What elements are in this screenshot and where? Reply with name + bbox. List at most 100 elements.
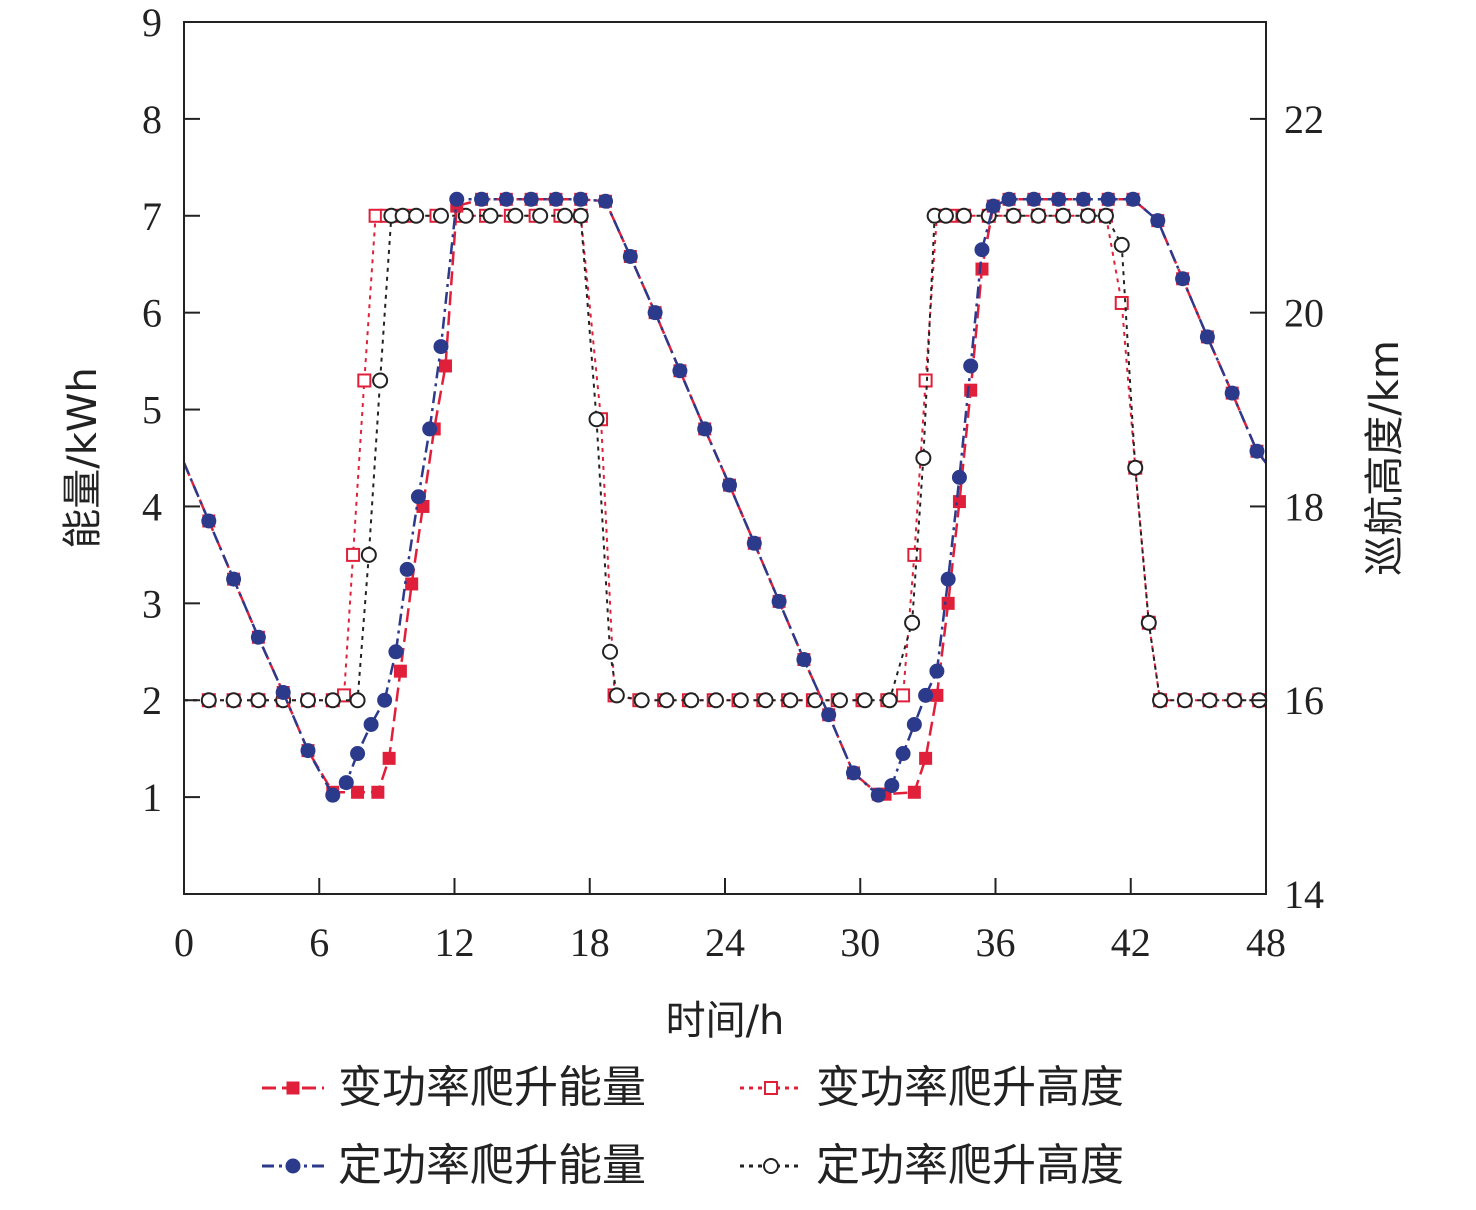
data-point — [225, 692, 242, 709]
y-tick-label: 9 — [142, 0, 162, 45]
data-point — [746, 535, 762, 551]
x-tick-label: 12 — [435, 920, 475, 965]
data-point — [1005, 207, 1022, 224]
x-tick-label: 0 — [174, 920, 194, 965]
data-point — [919, 751, 933, 765]
series-line — [184, 214, 1266, 702]
data-point — [498, 191, 514, 207]
x-tick-label: 6 — [309, 920, 329, 965]
data-point — [474, 191, 490, 207]
data-point — [372, 372, 389, 389]
legend-label: 变功率爬升高度 — [816, 1062, 1124, 1113]
data-point — [363, 716, 379, 732]
data-point — [622, 248, 638, 264]
x-tick-label: 48 — [1246, 920, 1286, 965]
data-point — [346, 547, 361, 562]
series-2 — [182, 191, 1267, 803]
data-point — [906, 716, 922, 732]
data-point — [394, 207, 411, 224]
data-point — [895, 746, 911, 762]
data-point — [907, 547, 922, 562]
data-point — [201, 513, 217, 529]
data-point — [250, 692, 267, 709]
legend-item: 定功率爬升高度 — [740, 1140, 1124, 1191]
y2-tick-label: 20 — [1284, 291, 1324, 336]
data-point — [532, 207, 549, 224]
data-point — [1175, 271, 1191, 287]
data-point — [845, 765, 861, 781]
data-point — [1100, 191, 1116, 207]
data-point — [985, 198, 1001, 214]
data-point — [433, 339, 449, 355]
legend-item: 变功率爬升能量 — [262, 1062, 646, 1113]
data-point — [1176, 692, 1193, 709]
data-point — [1201, 692, 1218, 709]
data-point — [964, 383, 978, 397]
data-point — [507, 207, 524, 224]
data-point — [1199, 329, 1215, 345]
y2-tick-label: 18 — [1284, 484, 1324, 529]
data-point — [299, 692, 316, 709]
data-point — [349, 692, 366, 709]
data-point — [831, 692, 848, 709]
data-point — [410, 489, 426, 505]
data-point — [300, 743, 316, 759]
data-point — [408, 207, 425, 224]
data-point — [405, 577, 419, 591]
data-point — [782, 692, 799, 709]
data-point — [588, 411, 605, 428]
data-point — [598, 193, 614, 209]
data-point — [722, 477, 738, 493]
data-point — [881, 692, 898, 709]
x-tick-label: 30 — [840, 920, 880, 965]
legend-label: 定功率爬升高度 — [816, 1140, 1124, 1191]
data-point — [1055, 207, 1072, 224]
data-point — [1075, 191, 1091, 207]
data-point — [1150, 213, 1166, 229]
data-point — [929, 663, 945, 679]
data-point — [764, 1081, 778, 1095]
data-point — [952, 495, 966, 509]
legend-label: 变功率爬升能量 — [338, 1062, 646, 1113]
data-point — [399, 561, 415, 577]
x-tick-label: 42 — [1111, 920, 1151, 965]
data-point — [963, 358, 979, 374]
data-point — [1001, 191, 1017, 207]
data-point — [1152, 692, 1169, 709]
data-point — [647, 305, 663, 321]
data-point — [200, 692, 217, 709]
data-point — [523, 191, 539, 207]
y2-axis-title: 巡航高度/km — [1362, 340, 1408, 576]
data-point — [955, 207, 972, 224]
data-point — [1113, 236, 1130, 253]
data-point — [1140, 614, 1157, 631]
data-point — [1030, 207, 1047, 224]
data-point — [602, 643, 619, 660]
legend-item: 变功率爬升高度 — [740, 1062, 1124, 1113]
data-point — [918, 373, 933, 388]
data-point — [1079, 207, 1096, 224]
data-point — [707, 692, 724, 709]
data-point — [870, 787, 886, 803]
y-tick-label: 8 — [142, 97, 162, 142]
data-point — [974, 242, 990, 258]
data-point — [771, 593, 787, 609]
y-tick-label: 4 — [142, 484, 162, 529]
y2-tick-label: 22 — [1284, 97, 1324, 142]
series-1 — [182, 192, 1267, 801]
data-point — [351, 785, 365, 799]
y-tick-label: 5 — [142, 388, 162, 433]
x-tick-label: 18 — [570, 920, 610, 965]
data-point — [449, 191, 465, 207]
y-tick-label: 3 — [142, 581, 162, 626]
data-point — [548, 191, 564, 207]
data-point — [884, 777, 900, 793]
series-4 — [184, 207, 1268, 709]
data-point — [482, 207, 499, 224]
data-point — [432, 207, 449, 224]
data-point — [633, 692, 650, 709]
data-point — [1226, 692, 1243, 709]
data-point — [368, 208, 383, 223]
